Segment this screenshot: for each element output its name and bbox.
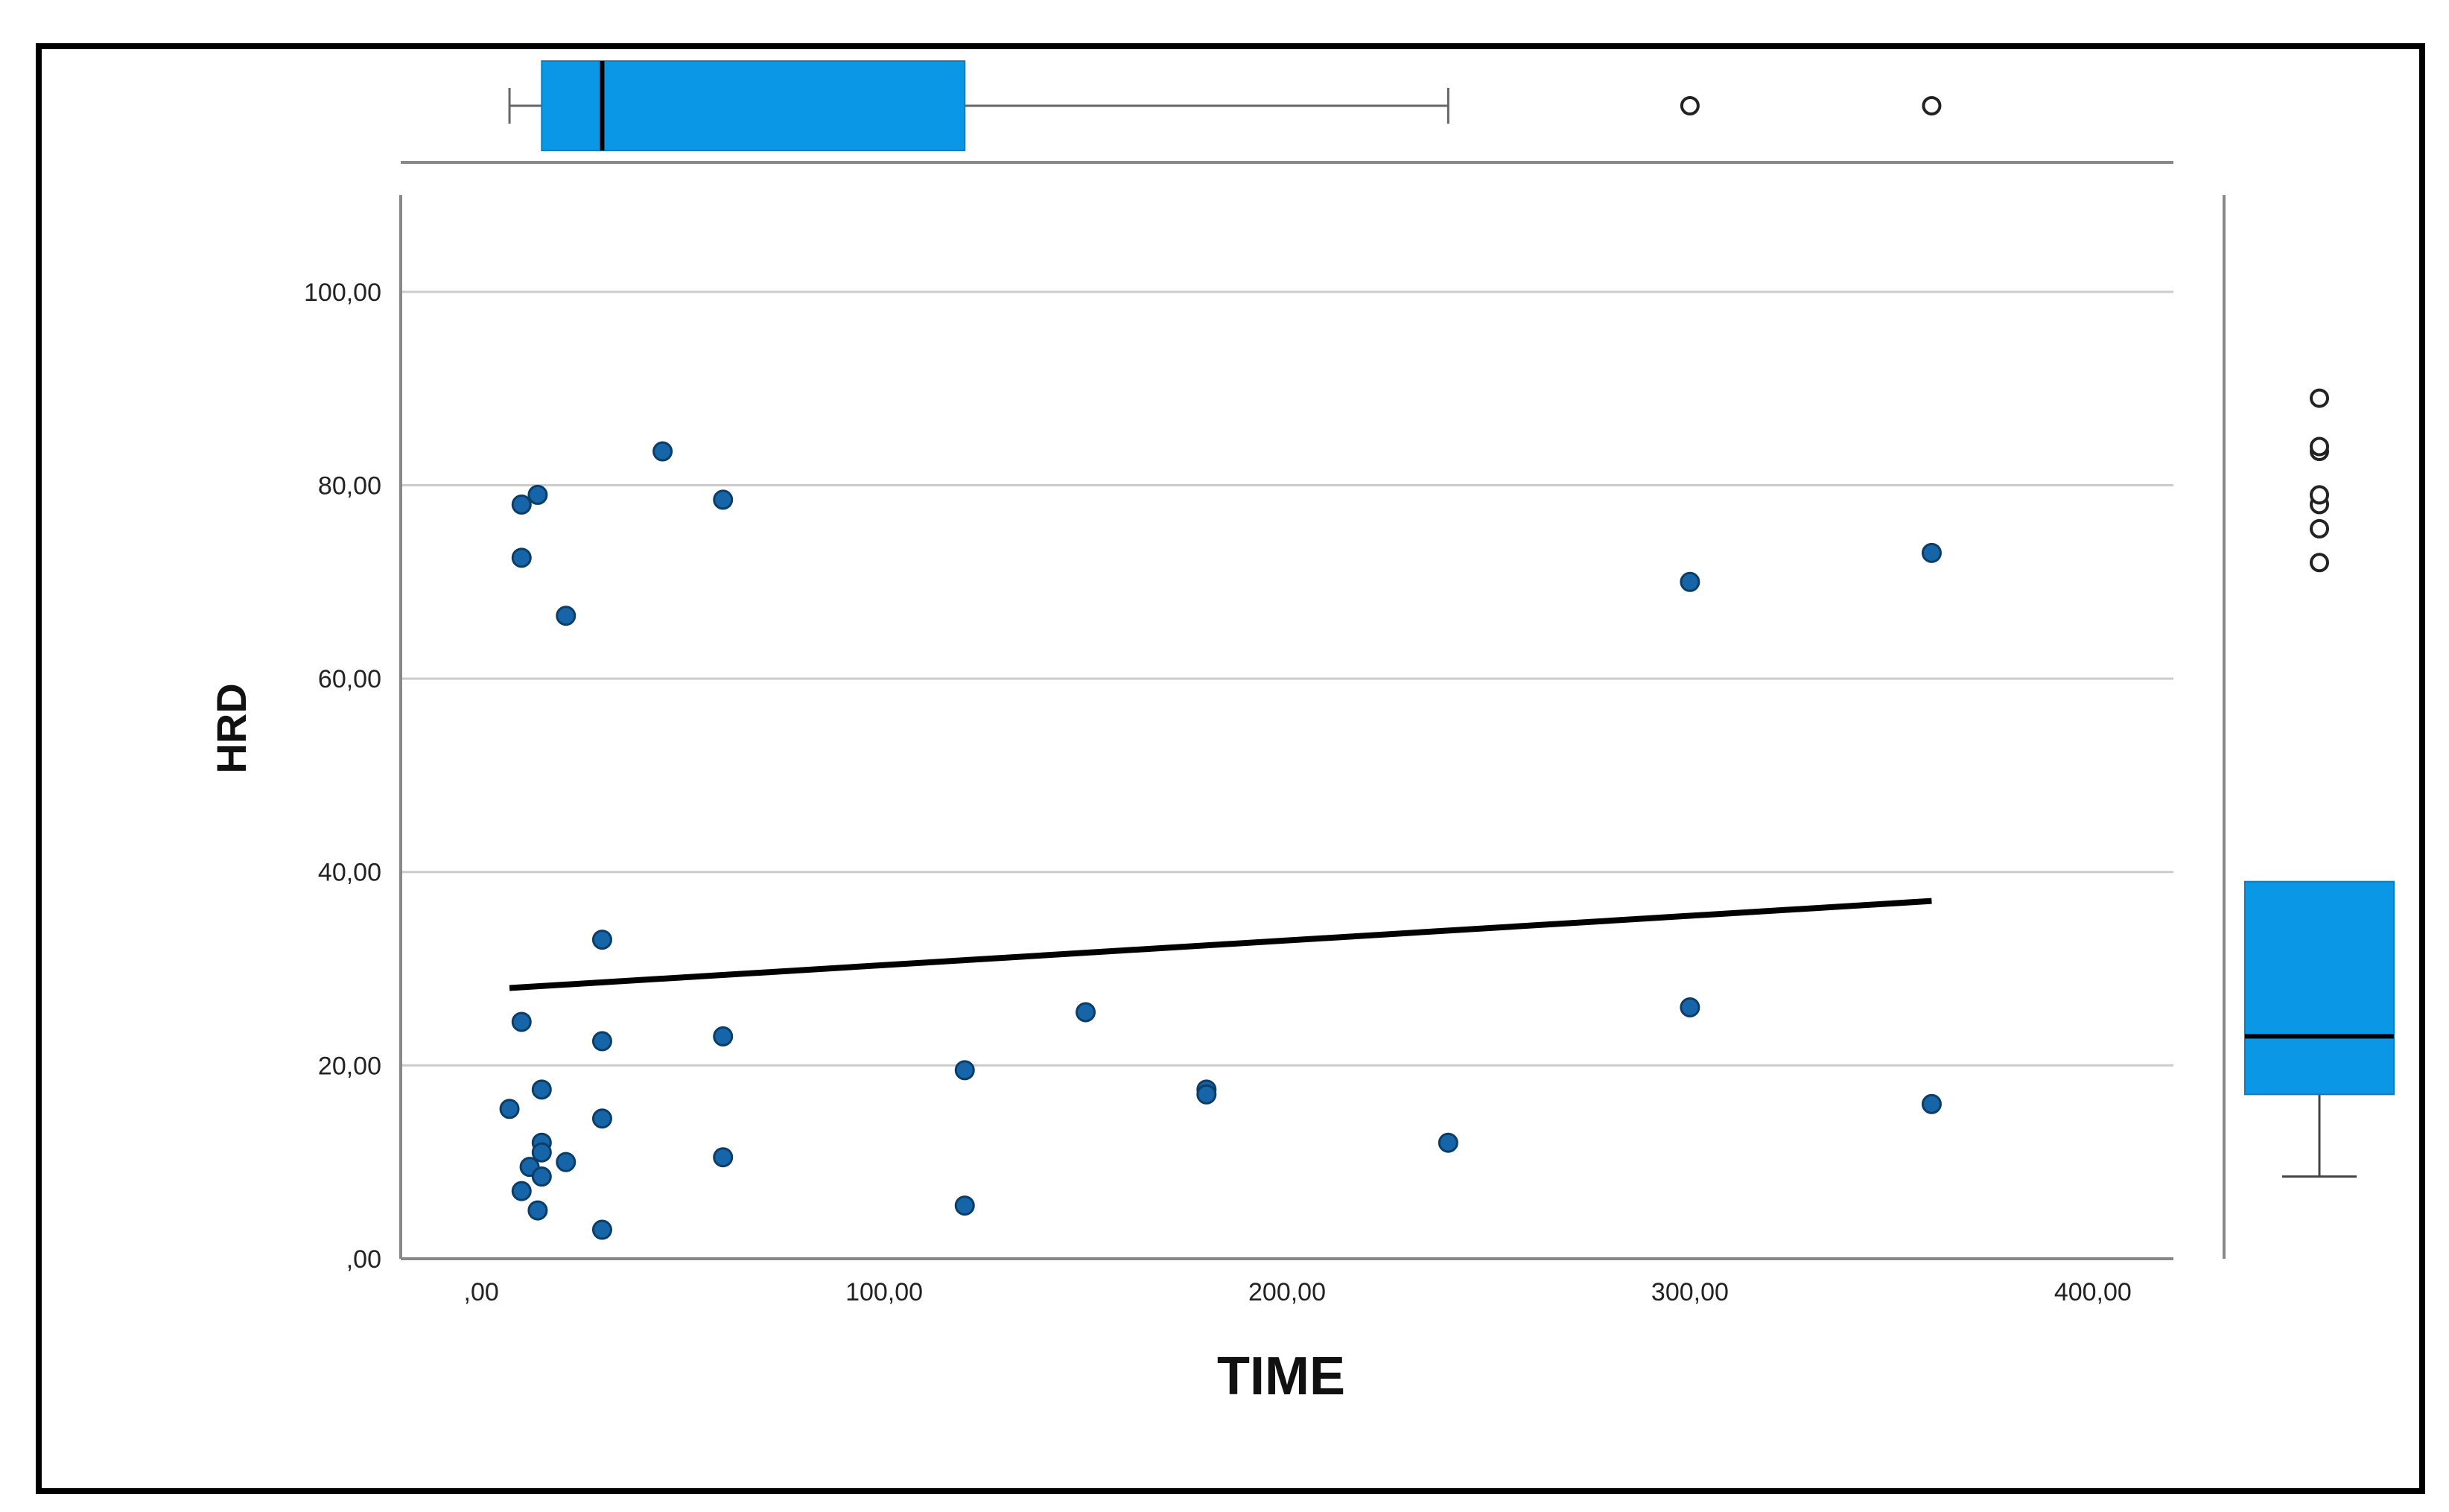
data-point <box>954 1195 975 1216</box>
data-point <box>1921 1093 1942 1114</box>
y-tick-label: 80,00 <box>318 471 381 500</box>
right-box-outlier <box>2310 388 2329 408</box>
data-point <box>556 1152 576 1172</box>
data-point <box>499 1099 520 1119</box>
y-axis-title: HRD <box>208 683 255 773</box>
data-point <box>1076 1002 1096 1023</box>
right-box-outlier <box>2310 485 2329 505</box>
y-tick-label: 100,00 <box>304 279 381 307</box>
data-point <box>1680 571 1700 592</box>
x-tick-label: 300,00 <box>1651 1278 1729 1306</box>
top-box-outlier <box>1922 96 1942 115</box>
data-point <box>531 1079 552 1100</box>
x-tick-label: ,00 <box>464 1278 499 1306</box>
data-point <box>591 1219 612 1240</box>
right-box-outlier <box>2310 436 2329 457</box>
data-point <box>527 484 548 505</box>
data-point <box>1438 1132 1458 1153</box>
grid-lines <box>401 290 2173 1067</box>
right-box-outlier <box>2310 553 2329 573</box>
x-axis-title: TIME <box>1217 1347 1345 1406</box>
data-point <box>511 1011 532 1032</box>
y-tick-label: 60,00 <box>318 665 381 693</box>
right-box-outlier <box>2310 518 2329 539</box>
data-point <box>713 1147 734 1168</box>
data-point <box>591 930 612 950</box>
data-point <box>1921 542 1942 563</box>
y-tick-label: 20,00 <box>318 1052 381 1080</box>
fit-line-group <box>509 898 1932 991</box>
top-marginal-boxplot <box>401 60 2173 164</box>
data-points <box>499 441 1942 1240</box>
data-point <box>713 489 734 510</box>
data-point <box>652 441 673 462</box>
right-box <box>2244 880 2395 1096</box>
top-box <box>541 60 966 151</box>
y-tick-label: 40,00 <box>318 859 381 887</box>
data-point <box>531 1142 552 1163</box>
x-tick-label: 200,00 <box>1248 1278 1326 1306</box>
data-point <box>1680 997 1700 1017</box>
top-box-outlier <box>1680 96 1700 115</box>
data-point <box>954 1060 975 1081</box>
x-tick-label: 100,00 <box>845 1278 923 1306</box>
axes <box>399 195 2173 1260</box>
data-point <box>511 494 532 515</box>
data-point <box>591 1108 612 1129</box>
y-tick-labels: ,00 20,00 40,00 60,00 80,00 100,00 <box>304 279 381 1274</box>
figure-frame <box>36 43 2425 1494</box>
data-point <box>1196 1084 1217 1105</box>
data-point <box>511 1181 532 1201</box>
right-marginal-boxplot <box>2223 195 2395 1259</box>
data-point <box>527 1200 548 1221</box>
y-tick-label: ,00 <box>346 1245 381 1274</box>
data-point <box>511 547 532 568</box>
data-point <box>713 1026 734 1046</box>
data-point <box>591 1031 612 1052</box>
x-tick-labels: ,00 100,00 200,00 300,00 400,00 <box>464 1278 2132 1306</box>
fit-line <box>509 898 1932 991</box>
data-point <box>556 606 576 626</box>
data-point <box>531 1166 552 1187</box>
x-tick-label: 400,00 <box>2054 1278 2132 1306</box>
